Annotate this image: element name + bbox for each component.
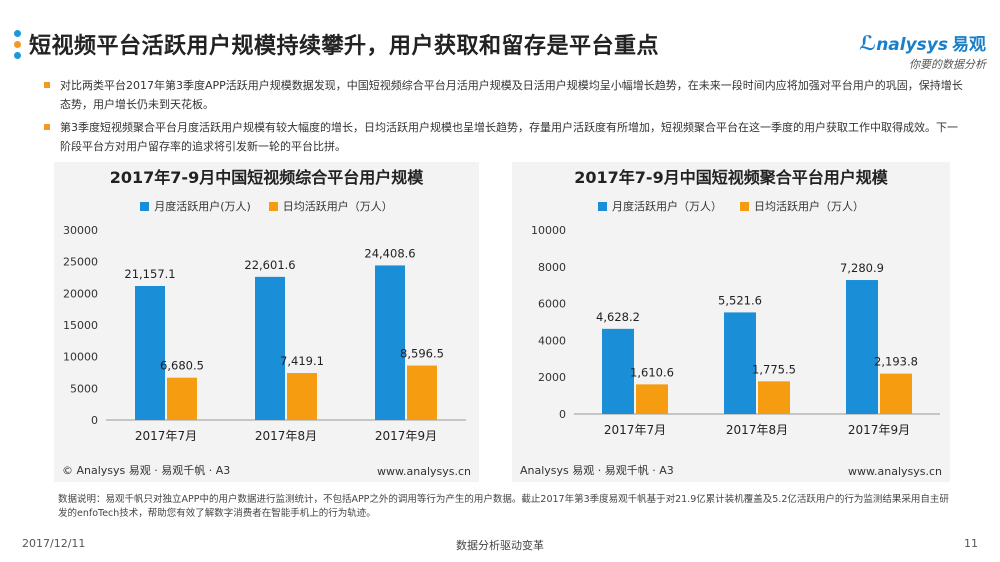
data-label: 5,521.6 (718, 293, 762, 307)
legend-item-monthly: 月度活跃用户(万人) (140, 198, 251, 214)
chart-source: Analysys 易观 · 易观千帆 · A3 (520, 464, 674, 477)
y-tick-label: 2000 (538, 371, 566, 384)
x-tick-label: 2017年8月 (255, 429, 317, 443)
data-label: 7,280.9 (840, 261, 884, 275)
legend-swatch (268, 201, 278, 211)
bar-chart-aggregation: 0 2000 4000 6000 8000 10000 4,628.2 1,610.6 2017… (531, 224, 940, 437)
legend-swatch (598, 201, 607, 211)
data-label: 7,419.1 (280, 354, 324, 368)
chart-panel-aggregation: 2017年7-9月中国短视频聚合平台用户规模 月度活跃用户（万人） 日均活跃用户… (512, 162, 950, 482)
y-tick-label: 25000 (63, 256, 98, 269)
legend-label: 月度活跃用户（万人） (612, 200, 722, 213)
x-tick-label: 2017年8月 (726, 423, 788, 437)
chart-source: © Analysys 易观 · 易观千帆 · A3 (62, 464, 231, 477)
title-row: 短视频平台活跃用户规模持续攀升，用户获取和留存是平台重点 (14, 28, 659, 60)
legend-label: 日均活跃用户（万人） (282, 200, 393, 213)
data-label: 21,157.1 (124, 267, 175, 281)
legend-swatch (140, 201, 150, 211)
y-tick-label: 8000 (538, 261, 566, 274)
legend-label: 日均活跃用户（万人） (754, 200, 864, 213)
bar-daily (407, 365, 437, 420)
logo-text: nalysys (876, 35, 948, 55)
data-label: 2,193.8 (874, 355, 918, 369)
legend-item-monthly: 月度活跃用户（万人） (598, 198, 722, 214)
y-tick-label: 6000 (538, 298, 566, 311)
page-title: 短视频平台活跃用户规模持续攀升，用户获取和留存是平台重点 (29, 34, 660, 59)
data-label: 4,628.2 (596, 310, 640, 324)
bar-daily (287, 373, 317, 420)
footer-slogan: 数据分析驱动变革 (456, 539, 544, 552)
title-dot (14, 29, 21, 37)
bullet-item: 对比两类平台2017年第3季度APP活跃用户规模数据发现，中国短视频综合平台月活… (44, 76, 964, 114)
bar-monthly (135, 286, 165, 420)
x-tick-label: 2017年7月 (135, 429, 197, 443)
bullet-marker (44, 124, 50, 130)
data-label: 6,680.5 (160, 359, 204, 373)
analysys-logo: ℒnalysys 易观 你要的数据分析 (859, 31, 986, 71)
legend-item-daily: 日均活跃用户（万人） (268, 198, 393, 214)
data-note: 数据说明：易观千帆只对独立APP中的用户数据进行监测统计，不包括APP之外的调用… (58, 494, 949, 519)
chart-title: 2017年7-9月中国短视频聚合平台用户规模 (574, 168, 888, 187)
y-tick-label: 20000 (63, 287, 98, 300)
bar-daily (880, 373, 912, 414)
bullet-text: 对比两类平台2017年第3季度APP活跃用户规模数据发现，中国短视频综合平台月活… (60, 79, 963, 111)
x-tick-label: 2017年9月 (375, 429, 437, 443)
y-tick-label: 10000 (63, 351, 98, 364)
title-dot (14, 51, 21, 59)
y-tick-label: 15000 (63, 319, 98, 332)
bar-chart-comprehensive: 0 5000 10000 15000 20000 25000 30000 21,157.1 6,… (63, 224, 466, 443)
x-tick-label: 2017年9月 (848, 423, 910, 437)
footer-date: 2017/12/11 (22, 537, 86, 550)
y-tick-label: 10000 (531, 224, 566, 237)
bar-daily (636, 384, 668, 414)
bar-daily (167, 377, 197, 420)
bar-daily (758, 381, 790, 414)
data-label: 24,408.6 (364, 246, 415, 260)
bullet-item: 第3季度短视频聚合平台月度活跃用户规模有较大幅度的增长，日均活跃用户规模也呈增长… (44, 118, 964, 156)
chart-legend: 月度活跃用户（万人） 日均活跃用户（万人） (512, 198, 950, 214)
bullet-marker (44, 82, 50, 88)
bar-monthly (846, 280, 878, 414)
bar-monthly (375, 265, 405, 420)
chart-title: 2017年7-9月中国短视频综合平台用户规模 (109, 168, 424, 187)
title-dot (14, 40, 21, 48)
bar-monthly (724, 312, 756, 414)
y-tick-label: 30000 (63, 224, 98, 237)
y-tick-label: 0 (559, 408, 566, 421)
data-label: 8,596.5 (400, 347, 444, 361)
title-dots (14, 29, 21, 59)
logo-tagline: 你要的数据分析 (909, 58, 986, 71)
data-label: 1,610.6 (630, 365, 674, 379)
x-tick-label: 2017年7月 (604, 423, 666, 437)
y-tick-label: 4000 (538, 334, 566, 347)
y-tick-label: 5000 (70, 382, 98, 395)
legend-swatch (740, 201, 749, 211)
data-label: 1,775.5 (752, 362, 796, 376)
data-label: 22,601.6 (244, 258, 295, 272)
chart-url: www.analysys.cn (377, 465, 471, 478)
legend-label: 月度活跃用户(万人) (154, 200, 251, 213)
chart-legend: 月度活跃用户(万人) 日均活跃用户（万人） (54, 198, 479, 214)
summary-bullets: 对比两类平台2017年第3季度APP活跃用户规模数据发现，中国短视频综合平台月活… (44, 76, 964, 160)
logo-cn: 易观 (952, 35, 986, 55)
chart-panel-comprehensive: 2017年7-9月中国短视频综合平台用户规模 月度活跃用户(万人) 日均活跃用户… (54, 162, 479, 482)
y-tick-label: 0 (91, 414, 98, 427)
chart-url: www.analysys.cn (848, 465, 942, 478)
page-number: 11 (964, 537, 978, 550)
legend-item-daily: 日均活跃用户（万人） (740, 198, 864, 214)
bar-monthly (255, 276, 285, 420)
bar-monthly (602, 328, 634, 414)
bullet-text: 第3季度短视频聚合平台月度活跃用户规模有较大幅度的增长，日均活跃用户规模也呈增长… (60, 121, 958, 153)
